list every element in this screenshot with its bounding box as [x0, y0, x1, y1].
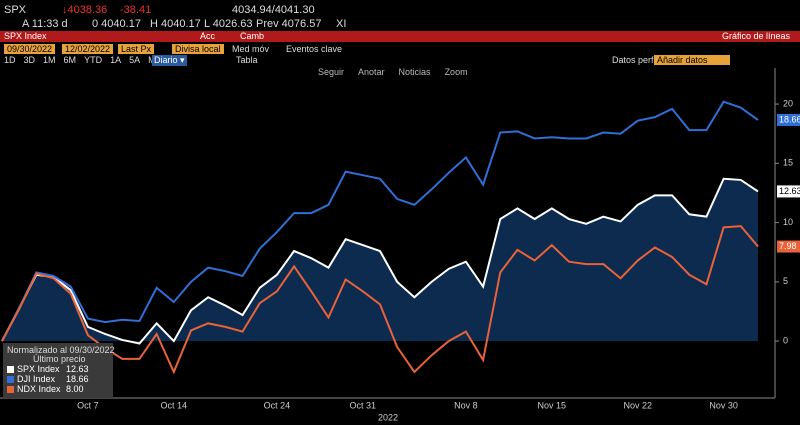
table[interactable]: Tabla	[236, 55, 258, 65]
last-value-tag	[777, 185, 800, 198]
legend-title: Normalizado al 09/30/2022	[7, 345, 115, 355]
y-tick-label: 10	[783, 217, 793, 227]
period-button[interactable]: 5A	[129, 55, 141, 65]
view-title: Gráfico de líneas	[722, 31, 791, 41]
exchange: XI	[336, 18, 347, 30]
legend-swatch	[7, 375, 14, 383]
profile[interactable]: Datos perfil	[612, 55, 658, 65]
moving-avg[interactable]: Med móv	[232, 44, 270, 54]
security[interactable]: SPX Index	[4, 31, 47, 41]
tool-button[interactable]: Noticias	[398, 67, 431, 77]
legend-entries: SPX Index 12.63 DJI Index 18.66 NDX Index 8.0…	[7, 364, 89, 394]
legend-entry: DJI Index 18.66	[7, 374, 89, 384]
legend: Normalizado al 09/30/2022 Último precio …	[3, 343, 115, 398]
period-button[interactable]: 1A	[110, 55, 122, 65]
prev: Prev 4076.57	[256, 18, 322, 30]
legend-name: SPX Index	[17, 364, 60, 374]
end-date[interactable]: 12/02/2022	[62, 44, 114, 54]
legend-swatch	[7, 365, 14, 373]
x-tick-label: Oct 31	[350, 400, 377, 410]
high: H 4040.17	[150, 18, 201, 30]
last-value-label: 18.66	[779, 114, 800, 124]
y-tick-label: 5	[783, 276, 788, 286]
period-button[interactable]: 6M	[63, 55, 77, 65]
x-tick-label: Nov 15	[538, 400, 567, 410]
open: 0 4040.17	[92, 18, 141, 30]
y-tick-label: 20	[783, 98, 793, 108]
last-value-tag	[777, 240, 800, 253]
last-value-tag	[777, 113, 800, 126]
period-button[interactable]: 1D	[4, 55, 16, 65]
x-tick-label: Oct 7	[77, 400, 99, 410]
chart-tools: Seguir Anotar Noticias Zoom	[318, 67, 468, 77]
legend-value: 8.00	[66, 384, 84, 394]
tool-button[interactable]: Seguir	[318, 67, 345, 77]
period-button[interactable]: 3D	[23, 55, 36, 65]
period-button[interactable]: 1M	[43, 55, 56, 65]
area	[2, 178, 758, 344]
low: L 4026.63	[204, 18, 253, 30]
y-tick-label: 15	[783, 158, 793, 168]
x-tick-label: Nov 8	[454, 400, 478, 410]
currency[interactable]: Divisa local	[172, 44, 224, 54]
change: -38.41	[120, 4, 152, 16]
ticker: SPX	[4, 4, 27, 16]
series-line	[1, 100, 759, 342]
tool-button[interactable]: Zoom	[444, 67, 468, 77]
legend-subtitle: Último precio	[33, 354, 86, 364]
function-bar	[0, 31, 800, 42]
x-tick-label: Nov 22	[623, 400, 652, 410]
settings-menu[interactable]: Camb	[240, 31, 265, 41]
period-button[interactable]: YTD	[84, 55, 103, 65]
series-line	[1, 177, 759, 345]
last-value-label: 7.98	[779, 241, 797, 251]
legend-name: NDX Index	[17, 384, 61, 394]
x-tick-label: Oct 24	[264, 400, 291, 410]
start-date[interactable]: 09/30/2022	[4, 44, 56, 54]
legend-value: 12.63	[66, 364, 89, 374]
last-price: ↓4038.36	[62, 4, 108, 16]
legend-name: DJI Index	[17, 374, 56, 384]
field[interactable]: Last Px	[118, 44, 155, 54]
y-tick-label: 0	[783, 335, 788, 345]
legend-swatch	[7, 385, 14, 393]
x-axis-label: 2022	[378, 412, 398, 422]
last-value-label: 12.63	[779, 186, 800, 196]
actions-menu[interactable]: Acc	[200, 31, 216, 41]
legend-value: 18.66	[66, 374, 89, 384]
series-line	[1, 225, 759, 375]
time: A 11:33 d	[22, 18, 68, 30]
tool-button[interactable]: Anotar	[358, 67, 385, 77]
legend-entry: SPX Index 12.63	[7, 364, 89, 374]
x-tick-label: Nov 30	[709, 400, 738, 410]
bid-ask: 4034.94/4041.30	[232, 4, 315, 16]
x-tick-label: Oct 14	[161, 400, 188, 410]
events[interactable]: Eventos clave	[286, 44, 343, 54]
frequency[interactable]: Diario ▾	[152, 55, 187, 66]
legend-entry: NDX Index 8.00	[7, 384, 89, 394]
add-data[interactable]: Añadir datos	[654, 55, 730, 65]
